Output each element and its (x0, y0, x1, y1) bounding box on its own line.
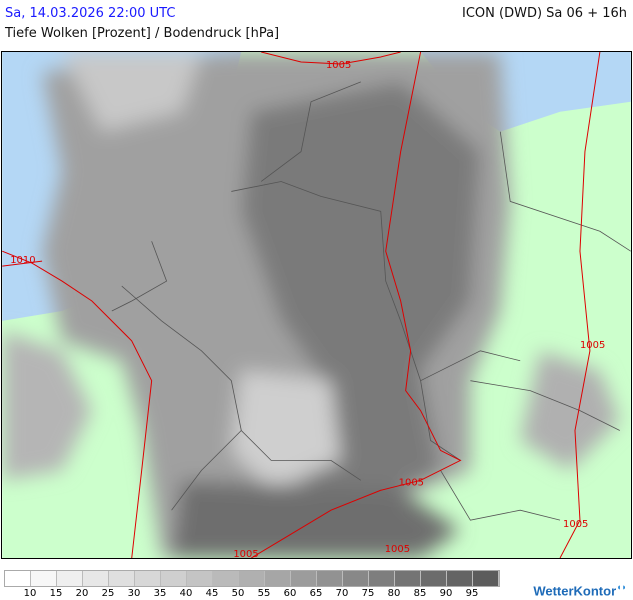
parameter-title: Tiefe Wolken [Prozent] / Bodendruck [hPa… (5, 26, 280, 41)
legend-label: 75 (361, 588, 375, 599)
legend-swatch (5, 571, 31, 586)
legend-swatch (395, 571, 421, 586)
isobar-label: 1010 (10, 255, 35, 266)
legend-label: 50 (231, 588, 245, 599)
legend-swatch (161, 571, 187, 586)
legend-swatch (135, 571, 161, 586)
legend-label: 90 (439, 588, 453, 599)
legend-label: 85 (413, 588, 427, 599)
legend-label: 20 (75, 588, 89, 599)
legend-label: 65 (309, 588, 323, 599)
legend-swatch (57, 571, 83, 586)
weather-map: 1005 1010 1005 1005 1005 1005 1005 (1, 51, 632, 559)
legend-label: 30 (127, 588, 141, 599)
isobar-label: 1005 (580, 340, 605, 351)
legend-swatch (109, 571, 135, 586)
legend-swatch (291, 571, 317, 586)
isobars (2, 52, 601, 558)
isobar-label: 1005 (399, 477, 424, 488)
logo-icon: ◖◗ (616, 582, 627, 592)
legend-swatch (187, 571, 213, 586)
legend-swatch (421, 571, 447, 586)
legend-swatch (239, 571, 265, 586)
legend-swatch (83, 571, 109, 586)
country-borders (111, 81, 631, 521)
legend-swatch (317, 571, 343, 586)
isobar-label: 1005 (385, 544, 410, 555)
legend-swatch (369, 571, 395, 586)
wetterkontor-logo: WetterKontor◖◗ (533, 582, 627, 598)
isobar-label: 1005 (233, 549, 258, 559)
legend-label: 45 (205, 588, 219, 599)
legend-label: 25 (101, 588, 115, 599)
legend-swatch (343, 571, 369, 586)
legend-label: 55 (257, 588, 271, 599)
isobar-label: 1005 (563, 519, 588, 530)
legend-label: 80 (387, 588, 401, 599)
legend-label: 35 (153, 588, 167, 599)
color-legend (4, 570, 500, 587)
model-run: ICON (DWD) Sa 06 + 16h (462, 6, 627, 21)
legend-label: 60 (283, 588, 297, 599)
legend-label: 95 (465, 588, 479, 599)
isobar-label: 1005 (326, 60, 351, 71)
legend-label: 15 (49, 588, 63, 599)
legend-swatch (265, 571, 291, 586)
legend-label: 40 (179, 588, 193, 599)
legend-label: 70 (335, 588, 349, 599)
logo-text: WetterKontor (533, 583, 617, 599)
legend-label: 10 (23, 588, 37, 599)
legend-swatch (447, 571, 473, 586)
forecast-datetime: Sa, 14.03.2026 22:00 UTC (5, 6, 176, 21)
legend-swatch (213, 571, 239, 586)
legend-swatch (473, 571, 499, 586)
legend-swatch (31, 571, 57, 586)
